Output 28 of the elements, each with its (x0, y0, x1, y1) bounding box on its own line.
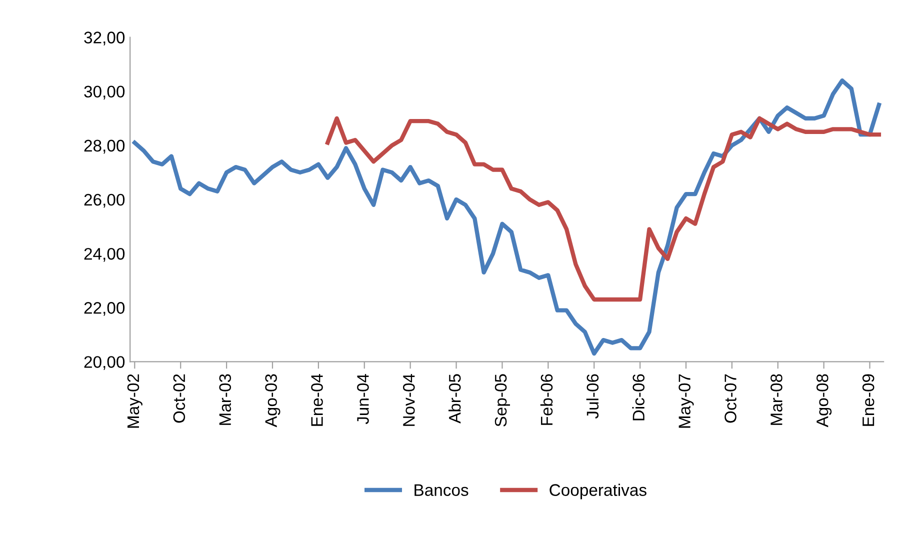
line-series (132, 78, 882, 356)
x-tick-label: Mar-03 (219, 374, 232, 425)
x-tick-label: Jul-06 (586, 374, 599, 419)
x-tick-label: Nov-04 (402, 374, 415, 426)
legend-label: Bancos (414, 484, 468, 496)
x-tick-label: Oct-07 (724, 374, 736, 423)
y-tick-label: 22,00 (84, 302, 125, 316)
x-tick-label: May-02 (127, 374, 142, 428)
x-tick-label: Ago-03 (265, 374, 280, 428)
y-tick-label: 28,00 (84, 140, 125, 154)
y-tick-label: 20,00 (84, 356, 125, 370)
x-tick-label: Ago-08 (816, 374, 832, 428)
x-tick-label: Mar-08 (770, 374, 782, 425)
x-tick-label: Sep-05 (494, 374, 510, 426)
x-tick-label: Feb-06 (540, 374, 553, 425)
x-tick-label: Ene-09 (862, 374, 874, 426)
y-tick-label: 26,00 (84, 194, 125, 208)
x-tick-label: Oct-02 (173, 374, 186, 423)
x-tick-label: May-07 (678, 374, 694, 428)
y-tick-label: 32,00 (84, 32, 125, 46)
x-tick-label: Abr-05 (448, 374, 461, 424)
line-series (326, 116, 882, 302)
x-tick-label: Jun-04 (357, 374, 369, 424)
y-tick-label: 24,00 (84, 248, 125, 262)
x-tick-label: Dic-06 (632, 374, 645, 420)
y-tick-label: 30,00 (84, 86, 125, 100)
x-tick-label: Ene-04 (311, 374, 323, 426)
legend-label: Cooperativas (550, 484, 646, 500)
